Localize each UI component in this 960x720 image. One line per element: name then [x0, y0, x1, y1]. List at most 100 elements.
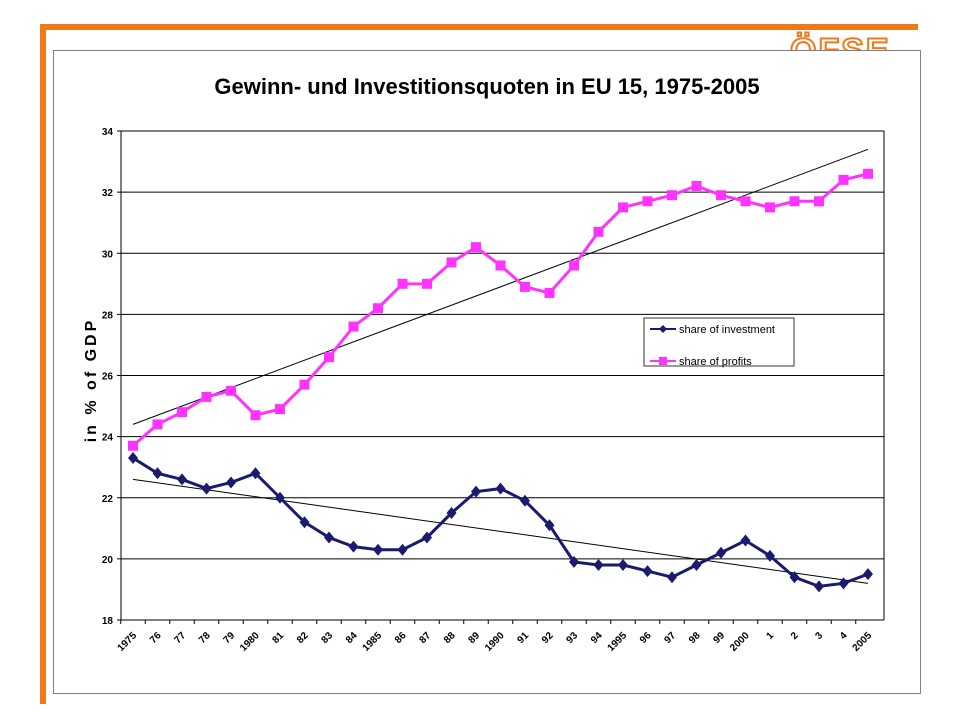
investment-point	[422, 531, 432, 544]
x-tick-label: 84	[344, 630, 360, 646]
profits-point	[275, 404, 285, 415]
x-tick-label: 94	[589, 630, 605, 646]
y-axis-label: in % of GDP	[83, 318, 100, 443]
legend: share of investment share of profits	[643, 317, 795, 368]
investment-point	[128, 452, 138, 465]
profits-point	[250, 410, 261, 421]
legend-marker-investment	[659, 325, 667, 333]
investment-point	[275, 491, 285, 504]
profits-point	[373, 303, 383, 314]
investment-point	[348, 540, 359, 553]
x-tick-label: 1980	[238, 630, 262, 654]
x-tick-label: 1995	[606, 630, 630, 654]
investment-point	[471, 485, 481, 498]
x-tick-label: 1	[764, 630, 776, 642]
trend-line-profits	[132, 148, 869, 425]
y-tick-label: 20	[102, 555, 114, 566]
profits-point	[642, 196, 653, 207]
x-tick-label: 96	[638, 630, 654, 646]
profits-point	[152, 419, 163, 430]
x-tick-label: 76	[148, 630, 164, 646]
profits-point	[422, 278, 432, 289]
profits-point	[128, 440, 138, 451]
legend-box	[643, 317, 795, 367]
investment-point	[299, 516, 310, 529]
investment-point	[765, 549, 775, 562]
grid-lines	[117, 130, 885, 621]
investment-point	[814, 580, 824, 593]
profits-point	[569, 260, 579, 271]
investment-point	[789, 571, 800, 584]
profits-point	[446, 257, 457, 268]
x-tick-labels: 1975 76 77 78 79 1980 81 82 83 84 1985 86 87 88 89 1990…	[116, 620, 874, 654]
investment-point	[250, 467, 261, 480]
investment-point	[373, 543, 383, 556]
y-tick-label: 26	[102, 372, 114, 383]
frame-top-bar	[43, 24, 918, 30]
profits-point	[740, 196, 751, 207]
profits-point	[226, 385, 236, 396]
profits-point	[520, 281, 530, 292]
x-tick-label: 86	[393, 630, 409, 646]
x-tick-label: 3	[813, 630, 825, 642]
profits-point	[471, 242, 481, 253]
series-line-investment	[132, 456, 869, 588]
x-tick-label: 83	[319, 630, 335, 646]
profits-point	[201, 391, 212, 402]
legend-label-investment: share of investment	[679, 324, 775, 336]
profits-point	[177, 407, 187, 418]
profits-point	[667, 190, 677, 201]
investment-point	[691, 558, 702, 571]
x-tick-label: 92	[540, 630, 556, 646]
profits-point	[863, 168, 873, 179]
series-markers	[128, 168, 873, 593]
chart-panel: Gewinn- und Investitionsquoten in EU 15,…	[53, 50, 921, 694]
y-tick-label: 24	[102, 433, 114, 444]
investment-point	[495, 482, 506, 495]
investment-point	[177, 473, 187, 486]
investment-point	[618, 558, 628, 571]
y-tick-labels: 18 20 22 24 26 28 30 32 34	[102, 127, 114, 627]
x-tick-label: 82	[295, 630, 311, 646]
chart-title: Gewinn- und Investitionsquoten in EU 15,…	[214, 74, 760, 99]
y-tick-label: 18	[102, 616, 114, 627]
series-lines	[132, 172, 869, 588]
y-tick-label: 28	[102, 310, 114, 321]
legend-marker-profits	[659, 357, 667, 365]
profits-point	[348, 321, 359, 332]
investment-point	[593, 558, 604, 571]
x-tick-label: 4	[838, 630, 850, 642]
investment-point	[716, 546, 726, 559]
profits-point	[593, 226, 604, 237]
x-tick-label: 93	[564, 630, 580, 646]
investment-point	[201, 482, 212, 495]
profits-point	[691, 181, 702, 192]
profits-point	[838, 174, 849, 185]
investment-point	[863, 568, 873, 581]
profits-point	[324, 352, 334, 363]
investment-point	[446, 507, 457, 520]
trend-line-investment	[132, 478, 869, 584]
x-tick-label: 1985	[361, 630, 385, 654]
investment-point	[740, 534, 751, 547]
profits-point	[495, 260, 506, 271]
investment-point	[667, 571, 677, 584]
x-tick-label: 81	[270, 630, 286, 646]
y-tick-label: 32	[102, 188, 114, 199]
profits-point	[716, 190, 726, 201]
investment-point	[152, 467, 163, 480]
x-tick-label: 1975	[116, 630, 140, 654]
profits-point	[765, 202, 775, 213]
x-tick-label: 2000	[728, 630, 752, 654]
x-tick-label: 89	[466, 630, 482, 646]
x-tick-label: 91	[515, 630, 531, 646]
series-line-profits	[132, 172, 869, 447]
x-tick-label: 99	[711, 630, 727, 646]
investment-point	[520, 494, 530, 507]
x-tick-label: 77	[172, 630, 188, 646]
investment-point	[226, 476, 236, 489]
x-tick-label: 1990	[483, 630, 507, 654]
investment-point	[838, 577, 849, 590]
profits-point	[618, 202, 628, 213]
x-tick-label: 98	[687, 630, 703, 646]
